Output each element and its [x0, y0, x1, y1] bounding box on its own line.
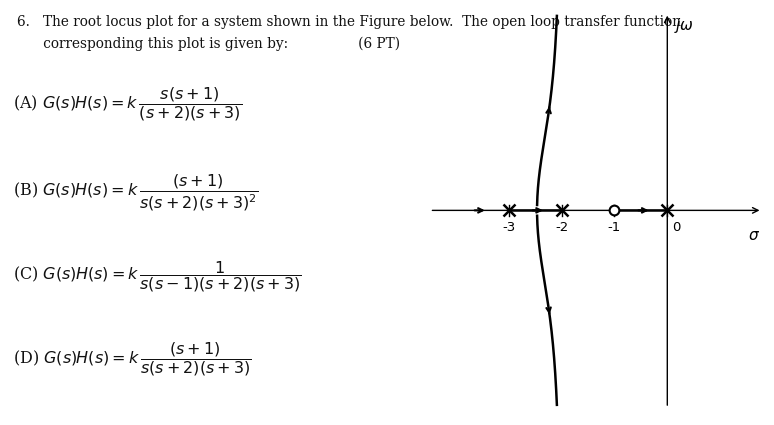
- Text: (A) $G(s)H(s) = k\,\dfrac{s(s+1)}{(s+2)(s+3)}$: (A) $G(s)H(s) = k\,\dfrac{s(s+1)}{(s+2)(…: [13, 85, 242, 123]
- Text: corresponding this plot is given by:                (6 PT): corresponding this plot is given by: (6 …: [17, 36, 400, 51]
- Text: $\sigma$: $\sigma$: [748, 228, 760, 243]
- Text: -2: -2: [555, 221, 568, 235]
- Text: (D) $G(s)H(s) = k\,\dfrac{(s+1)}{s(s+2)(s+3)}$: (D) $G(s)H(s) = k\,\dfrac{(s+1)}{s(s+2)(…: [13, 340, 252, 378]
- Text: -3: -3: [502, 221, 515, 235]
- Text: (B) $G(s)H(s) = k\,\dfrac{(s+1)}{s(s+2)(s+3)^2}$: (B) $G(s)H(s) = k\,\dfrac{(s+1)}{s(s+2)(…: [13, 172, 259, 213]
- Text: 6.   The root locus plot for a system shown in the Figure below.  The open loop : 6. The root locus plot for a system show…: [17, 15, 681, 29]
- Text: -1: -1: [608, 221, 621, 235]
- Text: (C) $G(s)H(s) = k\,\dfrac{1}{s(s-1)(s+2)(s+3)}$: (C) $G(s)H(s) = k\,\dfrac{1}{s(s-1)(s+2)…: [13, 259, 302, 294]
- Text: 0: 0: [673, 221, 681, 235]
- Text: $j\omega$: $j\omega$: [673, 16, 694, 35]
